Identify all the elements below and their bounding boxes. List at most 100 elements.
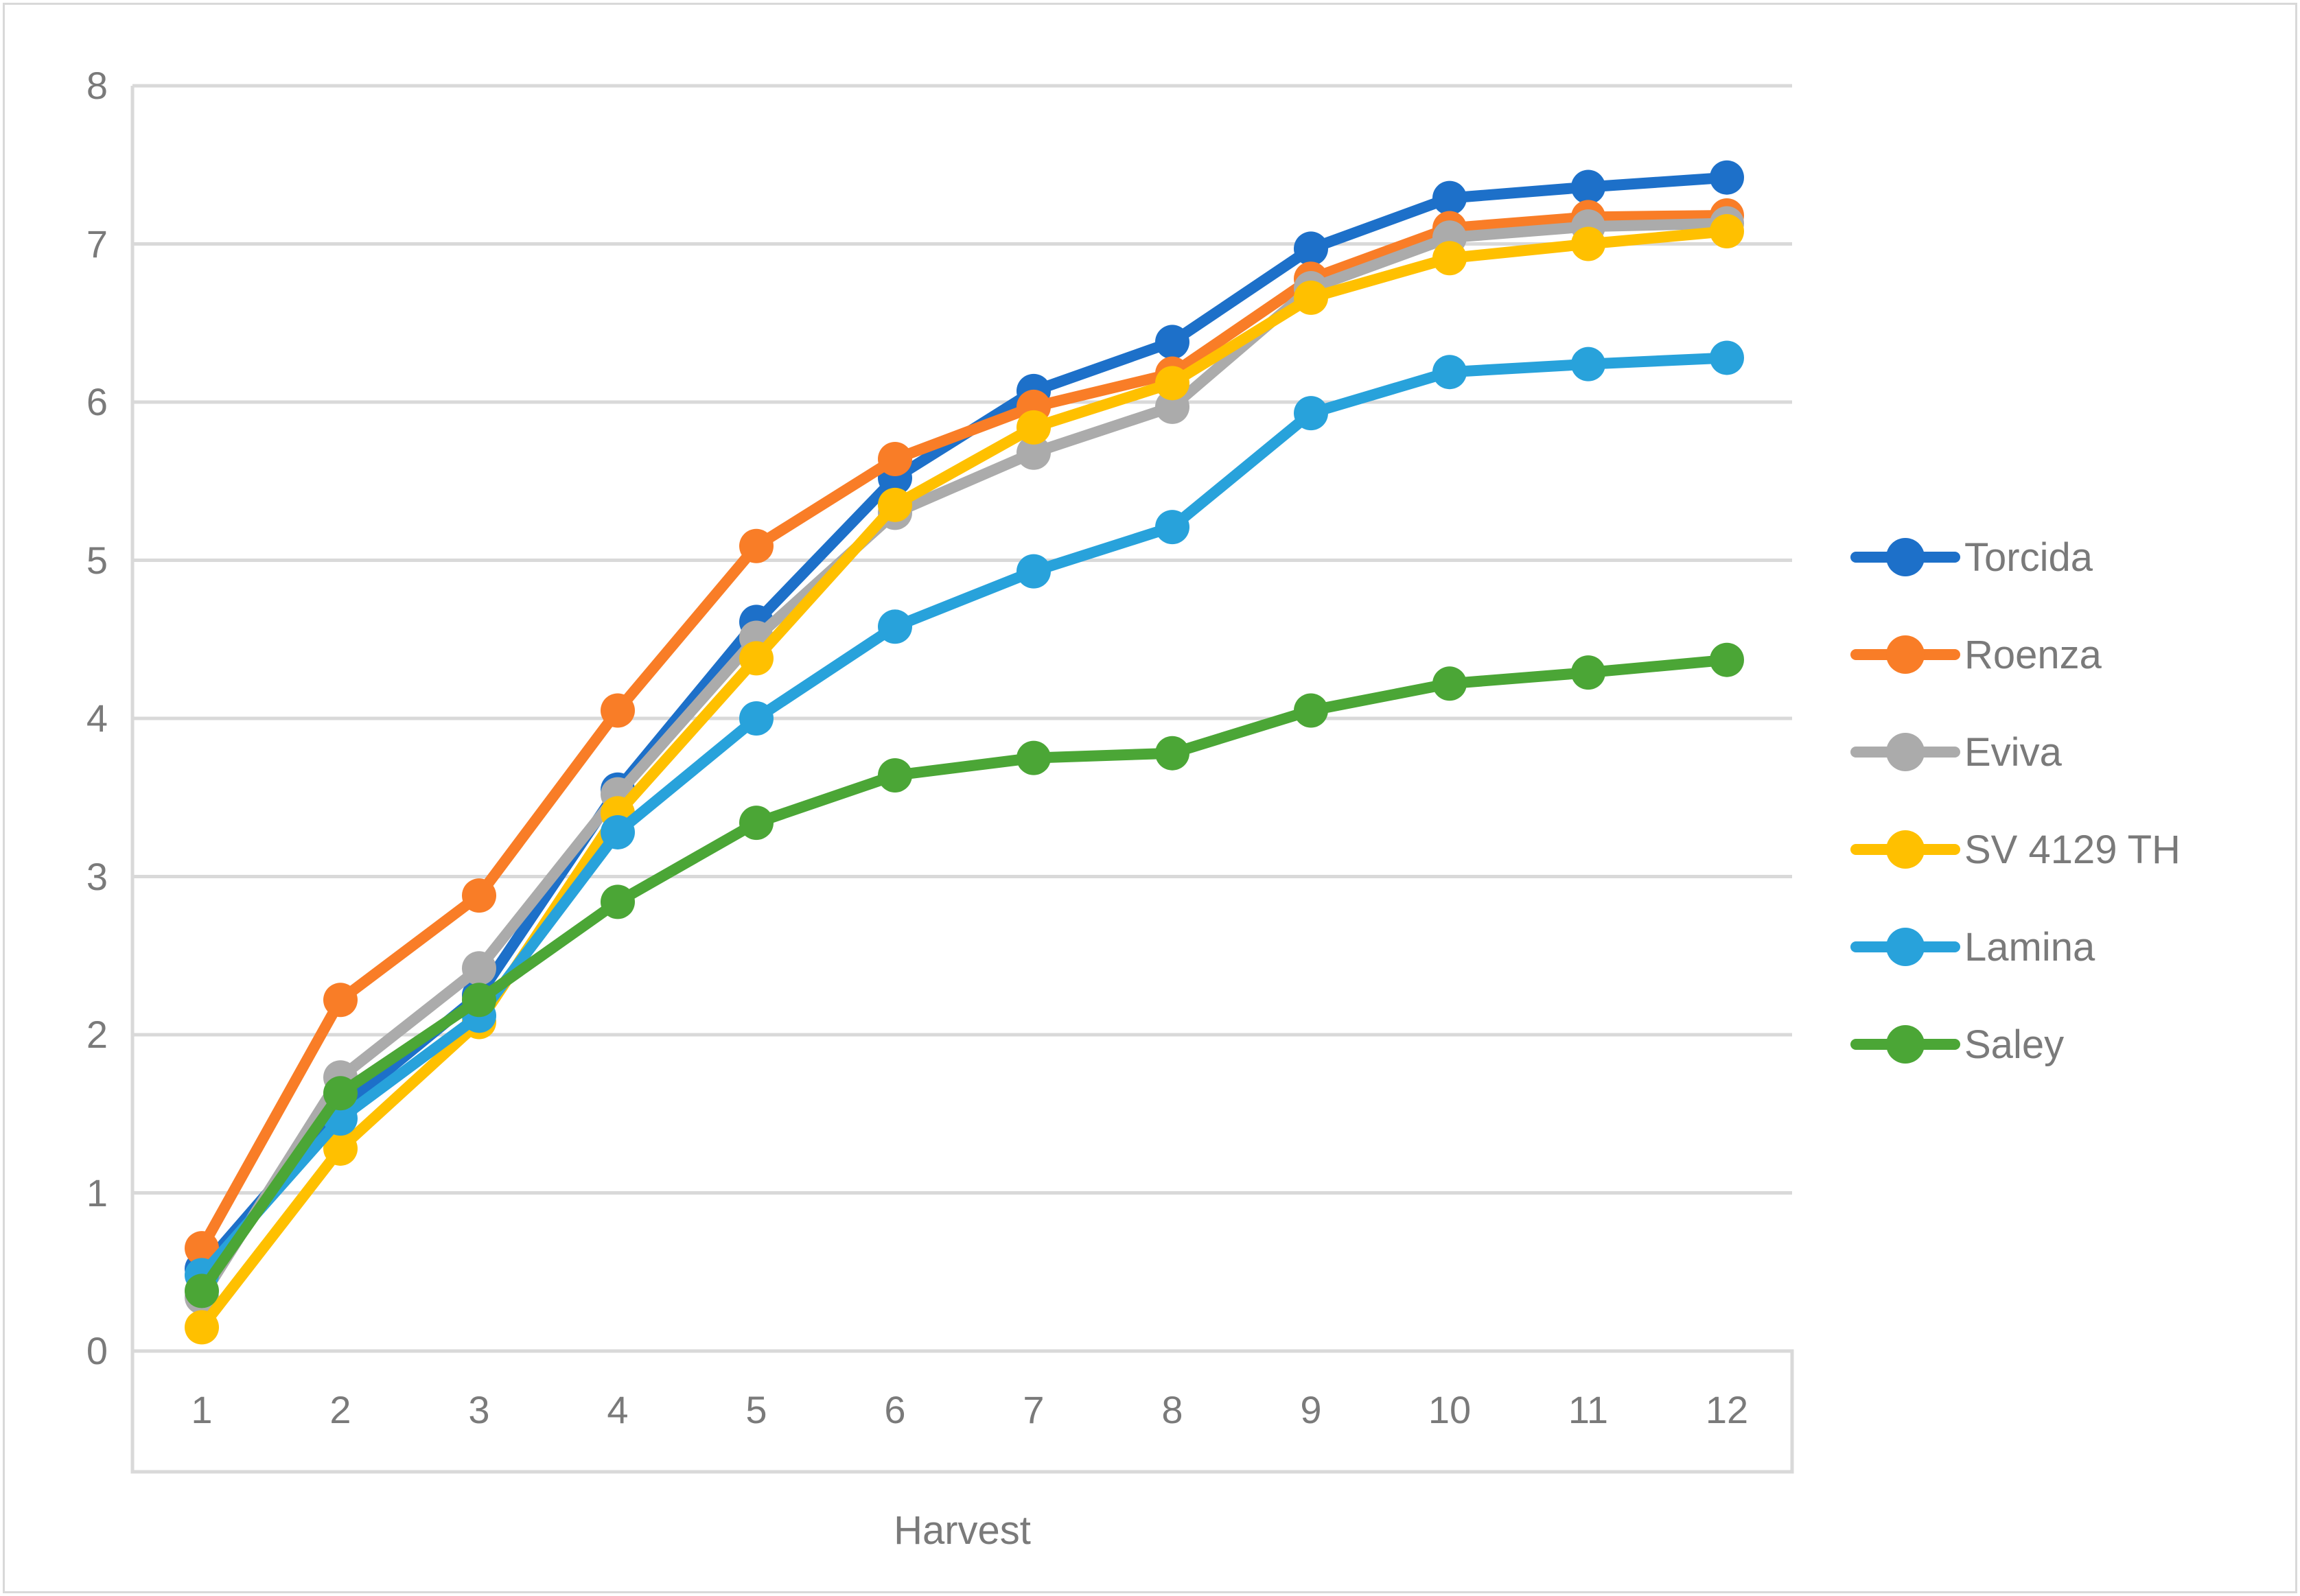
- x-tick-label-6: 6: [884, 1388, 906, 1431]
- marker-saley-x3: [462, 983, 496, 1018]
- legend-item-torcida[interactable]: Torcida: [1850, 530, 2093, 585]
- legend-line-sample-icon: [1850, 530, 1960, 585]
- legend-label: SV 4129 TH: [1964, 827, 2181, 872]
- x-tick-label-9: 9: [1300, 1388, 1322, 1431]
- x-tick-label-3: 3: [468, 1388, 490, 1431]
- x-tick-label-11: 11: [1568, 1388, 1609, 1431]
- marker-saley-x4: [601, 884, 635, 919]
- marker-lamina-x4: [601, 814, 635, 849]
- y-tick-label-8: 8: [86, 64, 108, 107]
- legend-marker-dot: [1886, 635, 1925, 674]
- series-line-eviva: [196, 218, 1732, 1303]
- legend-marker-dot: [1886, 1025, 1925, 1064]
- marker-saley-x8: [1155, 736, 1189, 771]
- x-tick-label-4: 4: [607, 1388, 629, 1431]
- legend-label: Torcida: [1964, 535, 2093, 580]
- marker-lamina-x7: [1017, 554, 1051, 589]
- legend-line-sample-icon: [1850, 1017, 1960, 1072]
- marker-roenza-x2: [323, 983, 358, 1018]
- legend-label: Lamina: [1964, 924, 2095, 970]
- x-tick-label-2: 2: [329, 1388, 351, 1431]
- legend-marker-dot: [1886, 928, 1925, 966]
- marker-sv-4129-th-x12: [1710, 214, 1744, 249]
- marker-sv-4129-th-x11: [1571, 226, 1605, 261]
- legend-item-sv-4129-th[interactable]: SV 4129 TH: [1850, 822, 2181, 877]
- marker-roenza-x5: [739, 528, 774, 563]
- y-tick-label-3: 3: [86, 854, 108, 898]
- marker-saley-x5: [739, 806, 774, 841]
- legend-item-eviva[interactable]: Eviva: [1850, 725, 2062, 779]
- marker-roenza-x4: [601, 693, 635, 728]
- legend-line-sample-icon: [1850, 822, 1960, 877]
- marker-lamina-x12: [1710, 340, 1744, 375]
- marker-saley-x2: [323, 1076, 358, 1111]
- legend-item-lamina[interactable]: Lamina: [1850, 919, 2095, 974]
- x-tick-label-8: 8: [1161, 1388, 1183, 1431]
- series-line-sv-4129-th: [196, 226, 1732, 1333]
- marker-saley-x9: [1294, 693, 1328, 728]
- marker-lamina-x8: [1155, 510, 1189, 545]
- marker-sv-4129-th-x2: [323, 1131, 358, 1166]
- marker-sv-4129-th-x8: [1155, 366, 1189, 401]
- y-tick-label-6: 6: [86, 380, 108, 423]
- series-line-torcida: [196, 172, 1732, 1275]
- marker-roenza-x6: [878, 441, 912, 476]
- marker-saley-x10: [1432, 666, 1467, 701]
- marker-lamina-x11: [1571, 347, 1605, 382]
- marker-sv-4129-th-x1: [185, 1310, 219, 1345]
- x-tick-label-10: 10: [1428, 1388, 1472, 1431]
- x-axis-title: Harvest: [894, 1508, 1031, 1553]
- marker-sv-4129-th-x9: [1294, 280, 1328, 315]
- legend-marker-dot: [1886, 830, 1925, 869]
- marker-saley-x6: [878, 758, 912, 793]
- legend-label: Eviva: [1964, 729, 2062, 775]
- marker-lamina-x9: [1294, 396, 1328, 431]
- y-tick-label-5: 5: [86, 538, 108, 582]
- marker-saley-x12: [1710, 642, 1744, 677]
- marker-saley-x7: [1017, 740, 1051, 775]
- marker-sv-4129-th-x5: [739, 641, 774, 676]
- marker-sv-4129-th-x10: [1432, 241, 1467, 276]
- marker-sv-4129-th-x6: [878, 487, 912, 522]
- marker-lamina-x6: [878, 609, 912, 644]
- marker-lamina-x5: [739, 701, 774, 736]
- marker-lamina-x10: [1432, 355, 1467, 390]
- marker-saley-x1: [185, 1274, 219, 1309]
- x-tick-label-1: 1: [191, 1388, 213, 1431]
- marker-saley-x11: [1571, 655, 1605, 690]
- legend-marker-dot: [1886, 538, 1925, 576]
- marker-roenza-x1: [185, 1231, 219, 1266]
- marker-eviva-x3: [462, 951, 496, 986]
- series-line-lamina: [196, 352, 1732, 1281]
- legend-line-sample-icon: [1850, 725, 1960, 779]
- legend-label: Roenza: [1964, 632, 2102, 677]
- marker-torcida-x10: [1432, 180, 1467, 215]
- marker-eviva-x7: [1017, 435, 1051, 470]
- x-tick-label-7: 7: [1023, 1388, 1045, 1431]
- y-tick-label-4: 4: [86, 696, 108, 740]
- marker-eviva-x8: [1155, 389, 1189, 424]
- chart-canvas: [130, 84, 1794, 1474]
- y-tick-label-1: 1: [86, 1171, 108, 1214]
- y-tick-label-2: 2: [86, 1013, 108, 1056]
- y-tick-label-0: 0: [86, 1329, 108, 1372]
- legend-marker-dot: [1886, 733, 1925, 771]
- marker-torcida-x11: [1571, 169, 1605, 204]
- legend-line-sample-icon: [1850, 919, 1960, 974]
- marker-torcida-x8: [1155, 325, 1189, 360]
- legend-label: Saley: [1964, 1022, 2065, 1067]
- series-line-saley: [196, 654, 1732, 1297]
- marker-torcida-x12: [1710, 160, 1744, 195]
- y-tick-label-7: 7: [86, 222, 108, 266]
- legend-item-roenza[interactable]: Roenza: [1850, 627, 2102, 682]
- x-tick-label-12: 12: [1705, 1388, 1749, 1431]
- legend-line-sample-icon: [1850, 627, 1960, 682]
- x-tick-label-5: 5: [745, 1388, 767, 1431]
- marker-sv-4129-th-x7: [1017, 410, 1051, 445]
- x-axis-strip-box: [130, 1349, 1794, 1474]
- series-line-roenza: [196, 210, 1732, 1254]
- legend-item-saley[interactable]: Saley: [1850, 1017, 2064, 1072]
- marker-torcida-x9: [1294, 231, 1328, 266]
